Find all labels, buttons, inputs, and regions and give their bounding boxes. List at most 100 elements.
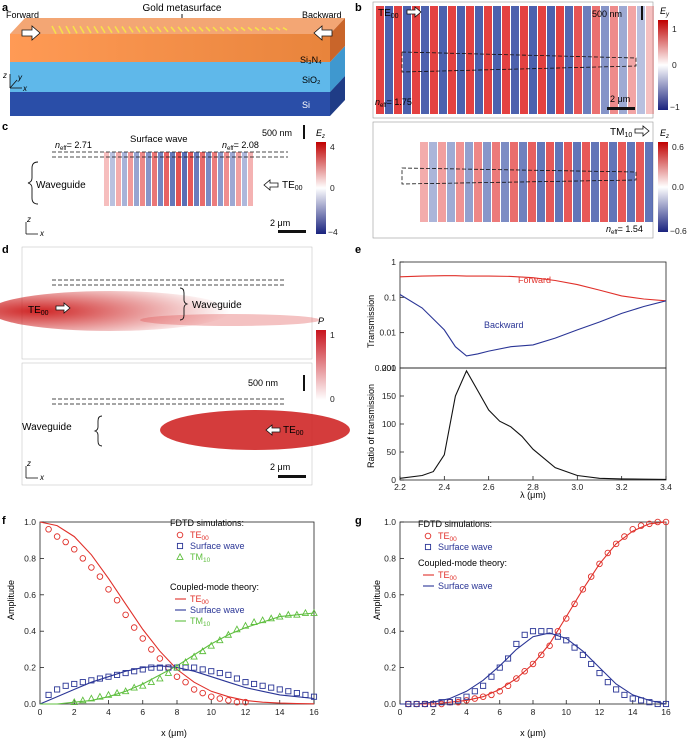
data-point-square (596, 670, 603, 677)
field-label-b-top: Ey (660, 6, 670, 18)
gold-antenna (212, 26, 218, 32)
data-point-circle (173, 673, 181, 680)
field-stripe (636, 142, 644, 222)
legend-cmt-title-f: Coupled-mode theory: (170, 582, 259, 592)
field-stripe (637, 6, 645, 114)
gold-antenna (191, 26, 197, 32)
field-stripe (176, 152, 181, 206)
gold-antenna (100, 25, 106, 34)
gold-antenna (156, 26, 162, 33)
data-point-circle (604, 549, 612, 557)
field-stripe (511, 6, 519, 114)
ylabel-f: Amplitude (6, 580, 16, 620)
data-point-square (105, 673, 112, 680)
field-stripe (465, 142, 473, 222)
data-point-circle (662, 518, 670, 526)
data-point-square (546, 628, 553, 635)
data-point-square (268, 684, 275, 691)
panel-f: f Amplitude x (μm) FDTD simulations: Cou… (2, 515, 319, 738)
neff-label-b-bottom: neff= 1.54 (606, 224, 643, 236)
field-stripe (104, 152, 109, 206)
si-layer (10, 92, 330, 116)
field-stripe (194, 152, 199, 206)
data-point-triangle (173, 663, 181, 671)
panel-a: a Gold metasurface Si₃N₄ SiO₂ Si Forward… (2, 2, 345, 116)
gold-antennas (51, 25, 288, 35)
data-point-circle (571, 600, 578, 608)
mode-label-d-bottom: TE00 (283, 425, 304, 437)
ytick-label: 0.8 (24, 553, 36, 563)
gold-antenna (184, 26, 190, 33)
data-point-square (563, 637, 570, 644)
xlabel-f: x (μm) (161, 728, 187, 738)
gold-antenna (121, 26, 127, 33)
ytick-label: 0.4 (384, 626, 396, 636)
data-point-square (538, 628, 545, 635)
data-point-circle (190, 686, 198, 693)
data-point-triangle (293, 610, 301, 618)
data-point-square (446, 699, 453, 706)
field-stripe (565, 6, 573, 114)
data-point-square (638, 697, 645, 704)
data-point-square (571, 644, 578, 651)
data-point-triangle (190, 652, 198, 660)
xtick-label: 12 (241, 707, 251, 717)
xtick-label-e: 2.2 (394, 482, 406, 492)
panel-label-f: f (2, 515, 6, 527)
field-stripe (438, 142, 446, 222)
field-stripe (628, 6, 636, 114)
gold-antenna (72, 25, 78, 34)
gold-antenna (282, 26, 288, 31)
panel-label-c: c (2, 121, 8, 133)
layer-label-si: Si (302, 100, 310, 110)
field-stripe (376, 6, 384, 114)
data-point-square (225, 671, 232, 678)
field-stripe (502, 6, 510, 114)
data-point-square (54, 686, 61, 693)
field-stripes-b-top (376, 6, 654, 114)
data-point-square (45, 691, 52, 698)
legend-fdtd-item: Surface wave (438, 542, 493, 552)
xtick-label: 0 (398, 707, 403, 717)
data-point-square (88, 677, 95, 684)
data-point-square (302, 691, 309, 698)
field-label-c: Ez (316, 128, 325, 140)
axes-icon-a: z y x (2, 71, 28, 93)
data-point-triangle (275, 612, 284, 620)
data-point-circle (113, 597, 121, 604)
ytick-label-e-bottom: 50 (387, 447, 397, 457)
ytick-label: 0.8 (384, 553, 396, 563)
layer-label-si3n4: Si₃N₄ (300, 55, 322, 65)
xlabel-e: λ (μm) (520, 490, 546, 500)
panel-b: b TE00 500 nm neff= 1.75 2 μm Ey 1 0 −1 … (355, 1, 687, 239)
field-stripe (447, 142, 455, 222)
legend-forward-e: Forward (518, 275, 551, 285)
data-point-triangle (70, 698, 79, 706)
data-point-triangle (130, 683, 138, 691)
field-stripe (645, 142, 653, 222)
data-point-circle (471, 695, 479, 702)
data-point-circle (105, 586, 112, 593)
data-point-circle (199, 689, 206, 697)
legend-cmt-item: Surface wave (190, 605, 245, 615)
data-point-circle (654, 518, 661, 526)
waveguide-outline-b-bottom (401, 167, 637, 185)
data-point-square (259, 682, 266, 689)
gold-antenna (247, 26, 253, 32)
forward-arrow-icon (406, 6, 422, 18)
data-point-square (122, 670, 129, 677)
si3n4-top (10, 18, 345, 34)
data-point-square (242, 679, 249, 686)
waveguide-outline-b-top (401, 51, 637, 73)
data-point-square (463, 693, 470, 700)
data-point-square (629, 695, 636, 702)
data-point-square (276, 686, 283, 693)
gold-antenna (268, 26, 274, 31)
waveguide-label-c: Waveguide (36, 180, 86, 191)
field-stripe (492, 142, 500, 222)
gold-antenna (163, 26, 169, 33)
data-point-circle (207, 693, 215, 700)
axis-z-label: z (2, 71, 7, 80)
data-point-square (529, 628, 537, 635)
axes-icon-c: z x (25, 215, 45, 238)
